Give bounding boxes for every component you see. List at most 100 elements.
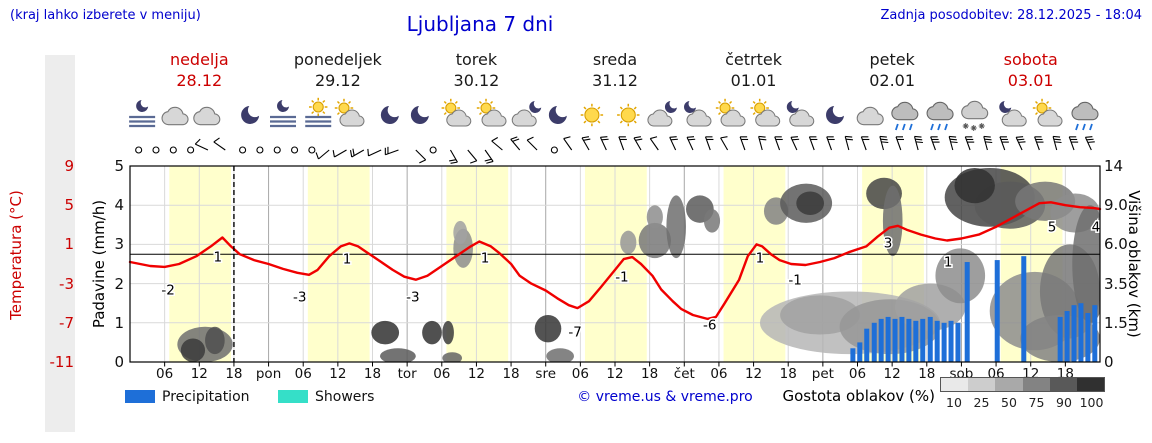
wind-barb-icon <box>790 136 800 151</box>
wind-calm-icon <box>152 146 160 154</box>
precipitation-legend-label: Precipitation <box>162 389 250 405</box>
precip-bar <box>871 322 877 362</box>
temp-axis-tick: -7 <box>59 313 74 332</box>
wind-barb-icon <box>510 136 521 151</box>
site-links[interactable]: © vreme.us & vreme.pro <box>577 389 753 405</box>
wind-barb-icon <box>808 136 818 151</box>
x-tick-label: 18 <box>918 366 936 382</box>
wind-barb-icon <box>1052 135 1062 151</box>
x-tick-label: 12 <box>467 366 486 382</box>
wind-barb-icon <box>686 136 696 151</box>
cloud-blob <box>380 348 416 362</box>
weather-icon-moon <box>410 106 429 124</box>
weather-icon-moon <box>548 106 567 124</box>
day-date: 03.01 <box>1007 71 1054 90</box>
wind-barb-icon <box>315 149 330 160</box>
density-scale-segment <box>941 378 969 391</box>
day-date: 30.12 <box>453 71 500 90</box>
weather-icon-fog-sun <box>305 97 332 128</box>
cloud-axis-tick: 9.0 <box>1104 196 1128 215</box>
showers-swatch <box>278 390 308 403</box>
wind-barb-icon <box>930 136 940 151</box>
day-date: 31.12 <box>592 71 638 90</box>
temperature-point-labels: -2 1 -3 1 -3 1 -7 -1 -6 1 -1 3 1 5 4 <box>160 218 1102 342</box>
x-tick-label: 18 <box>363 366 382 382</box>
wind-barb-icon <box>964 136 975 151</box>
day-name: torek <box>455 50 498 69</box>
wind-barb-icon <box>633 136 643 151</box>
wind-calm-icon <box>273 146 281 154</box>
weather-icon-cloud <box>193 106 221 126</box>
wind-barb-icon <box>739 136 749 151</box>
weather-icon-cloud <box>856 106 884 126</box>
day-name: petek <box>869 50 915 69</box>
weather-icon-sun <box>580 103 604 127</box>
precipitation-swatch <box>125 390 155 403</box>
wind-barb-icon <box>332 149 347 158</box>
precip-bar <box>948 320 954 362</box>
wind-barb-icon <box>449 149 458 164</box>
precip-axis-tick: 2 <box>114 274 124 293</box>
cloud-blob <box>442 352 462 362</box>
cloud-axis-tick: 3.5 <box>1104 274 1128 293</box>
precip-bar <box>1021 256 1027 362</box>
wind-barb-icon <box>1084 136 1095 151</box>
temp-point-label: 3 <box>884 235 893 251</box>
x-tick-label: 18 <box>225 366 243 382</box>
wind-barb-icon <box>618 136 627 151</box>
density-scale-segment <box>995 378 1023 391</box>
wind-calm-icon <box>308 146 316 154</box>
cloud-blob <box>935 248 986 304</box>
wind-barb-icon <box>879 135 889 151</box>
x-tick-label: 18 <box>779 366 797 382</box>
cloud-blob <box>954 167 995 204</box>
day-name: nedelja <box>169 50 229 69</box>
precip-bar <box>885 316 891 362</box>
wind-barb-icon <box>1068 136 1079 151</box>
weather-icon-rain-cloud <box>926 101 954 131</box>
precip-bar <box>920 318 926 362</box>
weather-icon-sun-cloud <box>476 98 507 127</box>
weather-icon-sun-cloud <box>750 98 781 127</box>
precip-bar <box>906 318 912 362</box>
cloud-blob <box>638 222 672 259</box>
weather-icon-rain-cloud <box>891 101 919 131</box>
precip-axis-tick: 4 <box>114 196 124 215</box>
x-tick-label: sre <box>535 366 556 382</box>
density-scale-number: 10 <box>946 395 962 410</box>
weather-icon-rain-cloud <box>1071 101 1099 131</box>
cloud-blob <box>646 205 663 229</box>
temp-axis-tick: 9 <box>64 157 74 175</box>
wind-barb-icon <box>844 135 853 151</box>
showers-legend-label: Showers <box>315 389 375 405</box>
wind-calm-icon <box>239 146 247 154</box>
wind-barb-icon <box>194 138 209 151</box>
cloud-blob <box>180 338 206 362</box>
day-name: sobota <box>1003 50 1058 69</box>
weather-icon-moon-cloud <box>786 101 815 127</box>
cloud-blob <box>620 230 637 255</box>
wind-barb-icon <box>563 136 573 151</box>
cloud-axis-tick: 0 <box>1104 353 1114 371</box>
x-tick-label: 12 <box>190 366 208 382</box>
wind-barb-icon <box>895 136 904 151</box>
wind-barb-icon <box>774 136 783 151</box>
weather-icon-sun <box>617 103 640 127</box>
temp-point-label: -1 <box>788 273 801 289</box>
weather-icon-cloud <box>161 106 189 126</box>
temp-point-label: -1 <box>615 269 628 285</box>
precip-bar <box>1064 311 1070 362</box>
precip-bar <box>1092 305 1098 362</box>
cloud-blob <box>882 185 903 257</box>
temp-point-label: -3 <box>293 289 306 305</box>
day-date: 28.12 <box>176 71 223 90</box>
density-scale-segment <box>1022 378 1050 391</box>
wind-barb-icon <box>367 148 382 157</box>
precip-bar <box>1085 313 1091 362</box>
precip-bar <box>850 348 856 362</box>
density-scale-number: 100 <box>1079 395 1104 410</box>
weather-icon-sun-cloud <box>1032 98 1063 127</box>
x-tick-label: 06 <box>156 366 174 382</box>
last-updated: Zadnja posodobitev: 28.12.2025 - 18:04 <box>880 8 1142 23</box>
